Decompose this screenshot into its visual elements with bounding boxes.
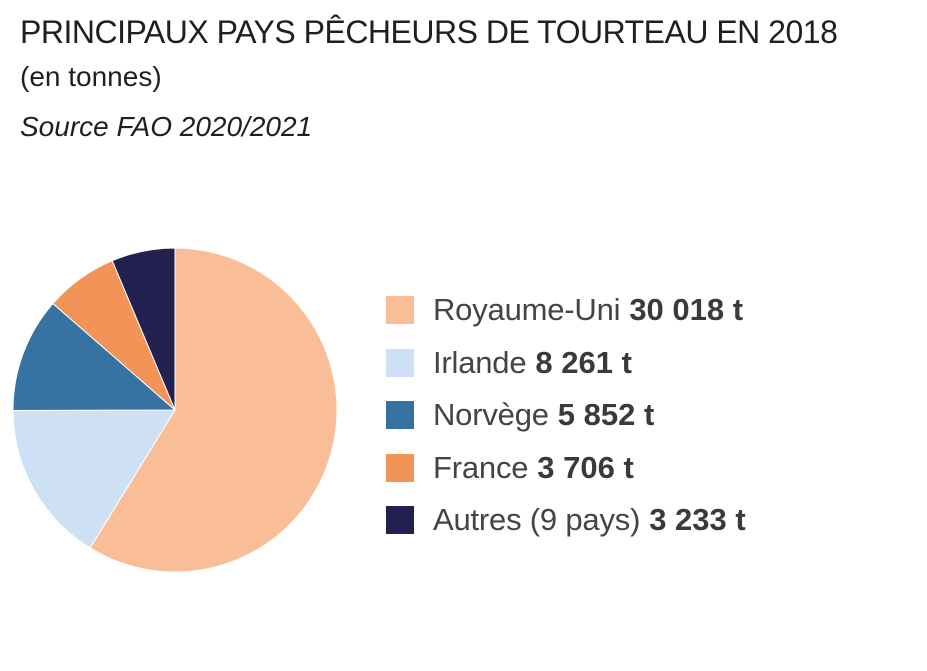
legend-label-norvege: Norvège bbox=[433, 397, 549, 433]
legend-swatch-france bbox=[386, 453, 414, 482]
legend-swatch-irlande bbox=[386, 348, 414, 377]
chart-subtitle: (en tonnes) bbox=[20, 61, 162, 92]
legend-item-autres: Autres (9 pays) 3 233 t bbox=[386, 494, 746, 547]
legend-label-royaume-uni: Royaume-Uni bbox=[433, 292, 621, 328]
legend-item-norvege: Norvège 5 852 t bbox=[386, 389, 746, 442]
pie-slice-norvege bbox=[12, 302, 177, 411]
legend-item-france: France 3 706 t bbox=[386, 442, 746, 495]
legend-value-norvege: 5 852 t bbox=[557, 397, 655, 433]
legend-swatch-autres bbox=[386, 506, 414, 535]
chart-source: Source FAO 2020/2021 bbox=[20, 111, 313, 142]
legend-value-irlande: 8 261 t bbox=[535, 344, 632, 380]
legend-swatch-royaume-uni bbox=[386, 296, 414, 325]
chart-legend: Royaume-Uni 30 018 t Irlande 8 261 t Nor… bbox=[386, 284, 746, 547]
pie-slice-autres-9-pays bbox=[111, 247, 176, 411]
legend-item-irlande: Irlande 8 261 t bbox=[386, 337, 746, 390]
chart-title: PRINCIPAUX PAYS PÊCHEURS DE TOURTEAU EN … bbox=[20, 14, 838, 50]
pie-slice-royaume-uni bbox=[89, 247, 338, 573]
legend-swatch-norvege bbox=[386, 401, 414, 430]
pie-slice-irlande bbox=[12, 409, 176, 549]
legend-value-royaume-uni: 30 018 t bbox=[629, 292, 744, 328]
legend-label-autres: Autres (9 pays) bbox=[433, 502, 641, 538]
legend-label-france: France bbox=[433, 449, 529, 485]
legend-value-france: 3 706 t bbox=[537, 449, 634, 485]
legend-item-royaume-uni: Royaume-Uni 30 018 t bbox=[386, 284, 746, 337]
legend-value-autres: 3 233 t bbox=[649, 502, 746, 538]
legend-label-irlande: Irlande bbox=[433, 344, 527, 380]
